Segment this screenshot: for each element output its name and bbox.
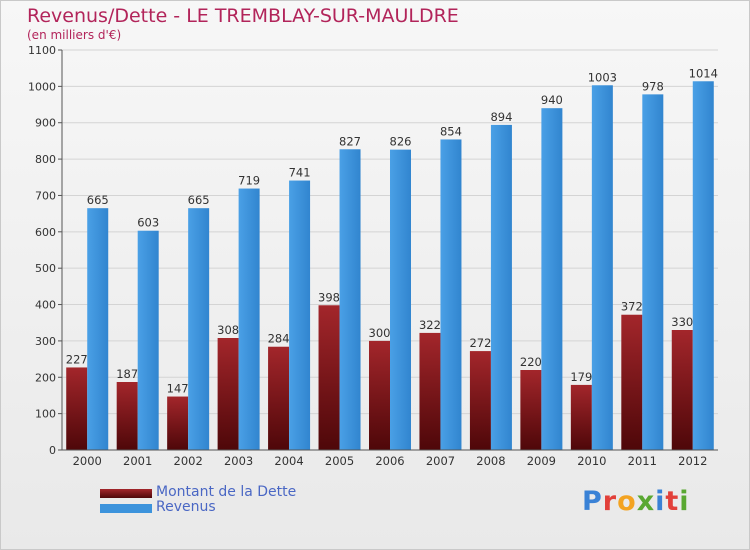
data-label-revenus-2006: 826 (390, 135, 412, 149)
bar-revenus-2007 (440, 139, 462, 451)
bar-revenus-2005 (339, 149, 361, 451)
data-label-revenus-2004: 741 (289, 166, 311, 180)
data-label-dette-2009: 220 (520, 355, 542, 369)
legend-label-dette: Montant de la Dette (156, 484, 297, 500)
x-tick-label: 2004 (274, 454, 303, 468)
data-label-revenus-2002: 665 (188, 193, 210, 207)
y-tick-label: 1000 (28, 80, 56, 93)
bar-dette-2009 (520, 370, 542, 450)
bar-dette-2007 (419, 332, 441, 450)
x-tick-label: 2009 (527, 454, 556, 468)
bar-revenus-2002 (188, 208, 210, 450)
logo-letter: i (679, 486, 690, 517)
y-tick-label: 400 (35, 299, 56, 312)
data-label-dette-2008: 272 (469, 336, 491, 350)
bar-revenus-2003 (238, 188, 260, 450)
y-tick-label: 300 (35, 335, 56, 348)
bar-dette-2010 (570, 384, 592, 450)
data-label-revenus-2012: 1014 (689, 66, 718, 80)
y-tick-label: 200 (35, 371, 56, 384)
bar-dette-2012 (671, 330, 693, 450)
data-label-dette-2012: 330 (671, 315, 693, 329)
logo-letter: P (582, 486, 603, 517)
legend-label-revenus: Revenus (156, 499, 216, 515)
y-tick-label: 500 (35, 262, 56, 275)
data-label-dette-2002: 147 (167, 382, 189, 396)
y-tick-label: 800 (35, 153, 56, 166)
data-label-revenus-2003: 719 (238, 174, 260, 188)
x-tick-label: 2008 (476, 454, 505, 468)
x-tick-label: 2010 (577, 454, 606, 468)
data-label-dette-2011: 372 (621, 300, 643, 314)
data-label-dette-2003: 308 (217, 323, 239, 337)
data-label-revenus-2010: 1003 (588, 70, 617, 84)
bar-dette-2008 (469, 351, 491, 450)
y-tick-label: 900 (35, 117, 56, 130)
x-tick-label: 2011 (628, 454, 657, 468)
data-label-dette-2000: 227 (66, 352, 88, 366)
x-tick-label: 2000 (73, 454, 102, 468)
bar-dette-2002 (167, 396, 189, 450)
x-tick-label: 2012 (678, 454, 707, 468)
bar-dette-2006 (369, 340, 390, 450)
data-label-revenus-2005: 827 (339, 134, 361, 148)
bar-chart: 227 665 187 603 147 665 308 719 284 741 398 827 300 8… (28, 44, 718, 468)
data-label-dette-2005: 398 (318, 290, 340, 304)
data-label-dette-2004: 284 (268, 332, 290, 346)
logo-letter: t (665, 486, 680, 517)
x-tick-label: 2007 (426, 454, 455, 468)
bar-dette-2003 (217, 338, 239, 450)
data-label-dette-2010: 179 (570, 370, 592, 384)
data-label-revenus-2007: 854 (440, 124, 462, 138)
data-label-revenus-2008: 894 (490, 110, 512, 124)
bar-dette-2004 (268, 346, 290, 450)
bar-dette-2011 (621, 314, 643, 450)
data-label-dette-2001: 187 (116, 367, 138, 381)
x-tick-label: 2001 (123, 454, 152, 468)
bar-revenus-2011 (642, 94, 664, 450)
bar-dette-2005 (318, 305, 340, 450)
legend-swatch-dette (100, 489, 152, 498)
data-label-revenus-2000: 665 (87, 193, 109, 207)
chart-title: Revenus/Dette - LE TREMBLAY-SUR-MAULDRE (27, 5, 459, 27)
x-tick-label: 2003 (224, 454, 253, 468)
y-tick-label: 600 (35, 226, 56, 239)
bar-revenus-2010 (591, 85, 613, 450)
y-tick-label: 700 (35, 189, 56, 202)
logo-letter: r (602, 486, 618, 517)
bar-revenus-2008 (490, 124, 512, 450)
x-tick-label: 2002 (174, 454, 203, 468)
data-label-revenus-2011: 978 (642, 79, 664, 93)
bar-revenus-2004 (289, 180, 311, 450)
legend-swatch-revenus (100, 504, 152, 513)
bar-revenus-2001 (137, 230, 159, 450)
bar-dette-2000 (66, 367, 88, 450)
chart-subtitle: (en milliers d'€) (27, 28, 122, 42)
y-tick-label: 0 (49, 444, 56, 457)
bar-revenus-2000 (87, 208, 109, 450)
y-tick-label: 1100 (28, 44, 56, 57)
bar-revenus-2006 (390, 149, 411, 451)
data-label-revenus-2001: 603 (137, 216, 159, 230)
x-tick-label: 2006 (375, 454, 404, 468)
data-label-dette-2006: 300 (369, 326, 391, 340)
data-label-dette-2007: 322 (419, 318, 441, 332)
bar-revenus-2012 (692, 81, 714, 450)
x-tick-label: 2005 (325, 454, 354, 468)
logo-letter: o (617, 486, 637, 517)
bar-dette-2001 (116, 382, 138, 450)
proxiti-logo: Proxiti (582, 486, 690, 517)
bar-revenus-2009 (541, 108, 563, 450)
y-tick-label: 100 (35, 408, 56, 421)
logo-letter: x (636, 486, 656, 517)
data-label-revenus-2009: 940 (541, 93, 563, 107)
logo-letter: i (655, 486, 666, 517)
